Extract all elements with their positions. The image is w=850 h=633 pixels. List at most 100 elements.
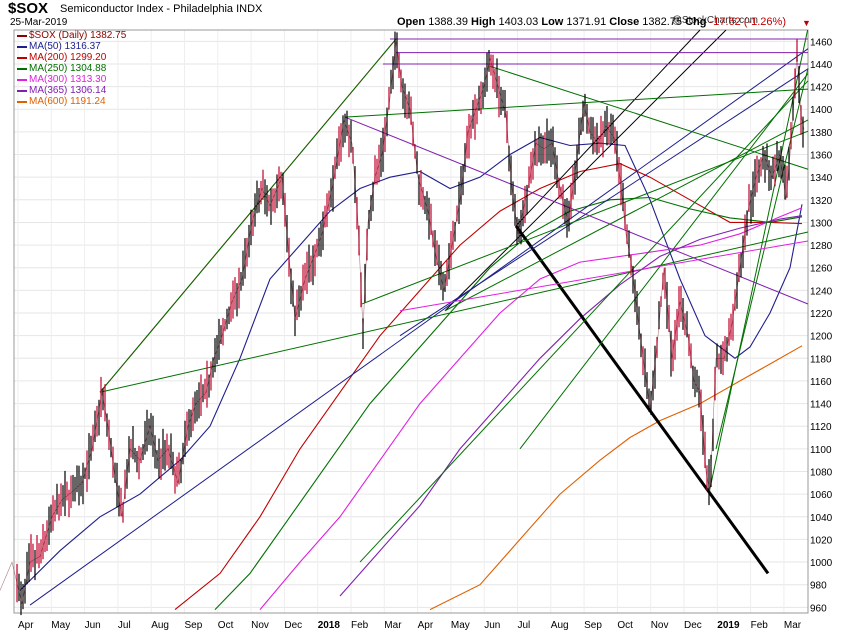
x-tick-label: Mar: [784, 620, 802, 631]
y-tick-label: 1120: [810, 422, 832, 433]
trendline: [444, 29, 727, 312]
ma-line-ma365: [339, 215, 803, 597]
x-axis: Apr May Jun Jul Aug Sep Oct Nov Dec 2018 Feb Mar Apr…: [18, 620, 802, 631]
change-value: -17.62 (-1.26%): [709, 16, 786, 28]
y-tick-label: 1320: [810, 196, 833, 207]
x-tick-label: Apr: [418, 620, 434, 631]
trendline: [359, 80, 809, 563]
trendline: [515, 29, 701, 227]
x-tick-label: Dec: [284, 620, 302, 631]
y-tick-label: 1400: [810, 105, 833, 116]
x-tick-label: May: [51, 620, 70, 631]
trendline-layer: [29, 29, 809, 606]
x-tick-label: Jun: [85, 620, 101, 631]
trendline: [344, 88, 809, 118]
legend-swatch: [17, 78, 27, 81]
x-tick-label: Feb: [351, 620, 369, 631]
y-tick-label: 1000: [810, 558, 833, 569]
y-tick-label: 1060: [810, 490, 833, 501]
y-tick-label: 1160: [810, 377, 832, 388]
legend-swatch: [17, 100, 27, 103]
x-tick-label: Aug: [551, 620, 569, 631]
security-name-text: Semiconductor Index - Philadelphia: [60, 3, 234, 15]
high-label: High: [471, 16, 496, 28]
symbol-title: $SOX: [8, 0, 49, 17]
moving-average-layer: [19, 136, 803, 611]
x-tick-label: Sep: [185, 620, 203, 631]
low-label: Low: [541, 16, 564, 28]
legend-item-price: $SOX (Daily) 1382.75: [17, 30, 126, 41]
exchange-code: INDX: [236, 3, 263, 15]
y-tick-label: 1180: [810, 354, 832, 365]
y-tick-label: 1440: [810, 60, 833, 71]
legend-item-ma365: MA(365) 1306.14: [17, 85, 126, 96]
y-tick-label: 1380: [810, 128, 833, 139]
legend-item-ma50: MA(50) 1316.37: [17, 41, 126, 52]
legend-swatch: [17, 34, 27, 37]
close-value: 1382.75: [642, 16, 683, 28]
legend-item-ma250: MA(250) 1304.88: [17, 63, 126, 74]
legend-swatch: [17, 89, 27, 92]
y-tick-label: 1360: [810, 151, 833, 162]
x-tick-label: 2018: [318, 620, 341, 631]
ohlc-summary: Open 1388.39 High 1403.03 Low 1371.91 Cl…: [397, 16, 786, 28]
legend-swatch: [17, 45, 27, 48]
legend-label: MA(250) 1304.88: [29, 63, 107, 74]
y-tick-label: 1140: [810, 400, 832, 411]
y-tick-label: 960: [810, 603, 827, 614]
y-tick-label: 1100: [810, 445, 832, 456]
y-tick-label: 980: [810, 581, 827, 592]
price-close-line: [0, 41, 805, 604]
trendline: [519, 73, 809, 450]
plot-frame: [13, 29, 809, 614]
x-tick-label: Oct: [218, 620, 234, 631]
y-axis: 960 980 1000 1020 1040 1060 1080 1100 1120 1140 11…: [810, 37, 833, 614]
legend-label: MA(50) 1316.37: [29, 41, 101, 52]
trendline: [344, 116, 809, 305]
x-tick-label: Jul: [518, 620, 531, 631]
quote-date: 25-Mar-2019: [10, 17, 68, 28]
y-tick-label: 1260: [810, 264, 833, 275]
x-tick-label: Jun: [484, 620, 500, 631]
legend-label: $SOX (Daily) 1382.75: [29, 30, 127, 41]
y-tick-label: 1220: [810, 309, 833, 320]
x-tick-label: Jul: [118, 620, 131, 631]
x-tick-label: Nov: [651, 620, 669, 631]
x-tick-label: May: [451, 620, 470, 631]
x-tick-label: 2019: [717, 620, 740, 631]
close-label: Close: [609, 16, 640, 28]
trendline: [399, 240, 809, 312]
y-tick-label: 1040: [810, 513, 833, 524]
trendline: [99, 38, 397, 393]
x-tick-label: Apr: [18, 620, 34, 631]
trendline: [399, 68, 809, 337]
price-layer: [0, 31, 805, 616]
y-tick-label: 1280: [810, 241, 833, 252]
x-tick-label: Feb: [751, 620, 769, 631]
legend-item-ma200: MA(200) 1299.20: [17, 52, 126, 63]
security-name: Semiconductor Index - Philadelphia INDX: [60, 3, 262, 15]
legend-label: MA(200) 1299.20: [29, 52, 107, 63]
trendline: [715, 68, 809, 449]
y-tick-label: 1200: [810, 332, 833, 343]
high-value: 1403.03: [498, 16, 539, 28]
trendline: [709, 29, 809, 489]
x-tick-label: Dec: [684, 620, 702, 631]
legend-item-ma300: MA(300) 1313.30: [17, 74, 126, 85]
y-tick-label: 1340: [810, 173, 833, 184]
ma-line-ma250: [214, 196, 803, 610]
legend-swatch: [17, 67, 27, 70]
change-down-marker: ▼: [802, 18, 811, 28]
ma-line-ma200: [174, 163, 803, 611]
x-tick-label: Nov: [251, 620, 269, 631]
x-tick-label: Mar: [384, 620, 402, 631]
x-tick-label: Aug: [151, 620, 169, 631]
y-tick-label: 1240: [810, 286, 833, 297]
change-label: Chg: [685, 16, 707, 28]
open-value: 1388.39: [428, 16, 468, 28]
y-tick-label: 1080: [810, 467, 833, 478]
ma-line-ma300: [259, 207, 803, 610]
trendline: [489, 65, 809, 170]
trendline: [514, 224, 770, 575]
